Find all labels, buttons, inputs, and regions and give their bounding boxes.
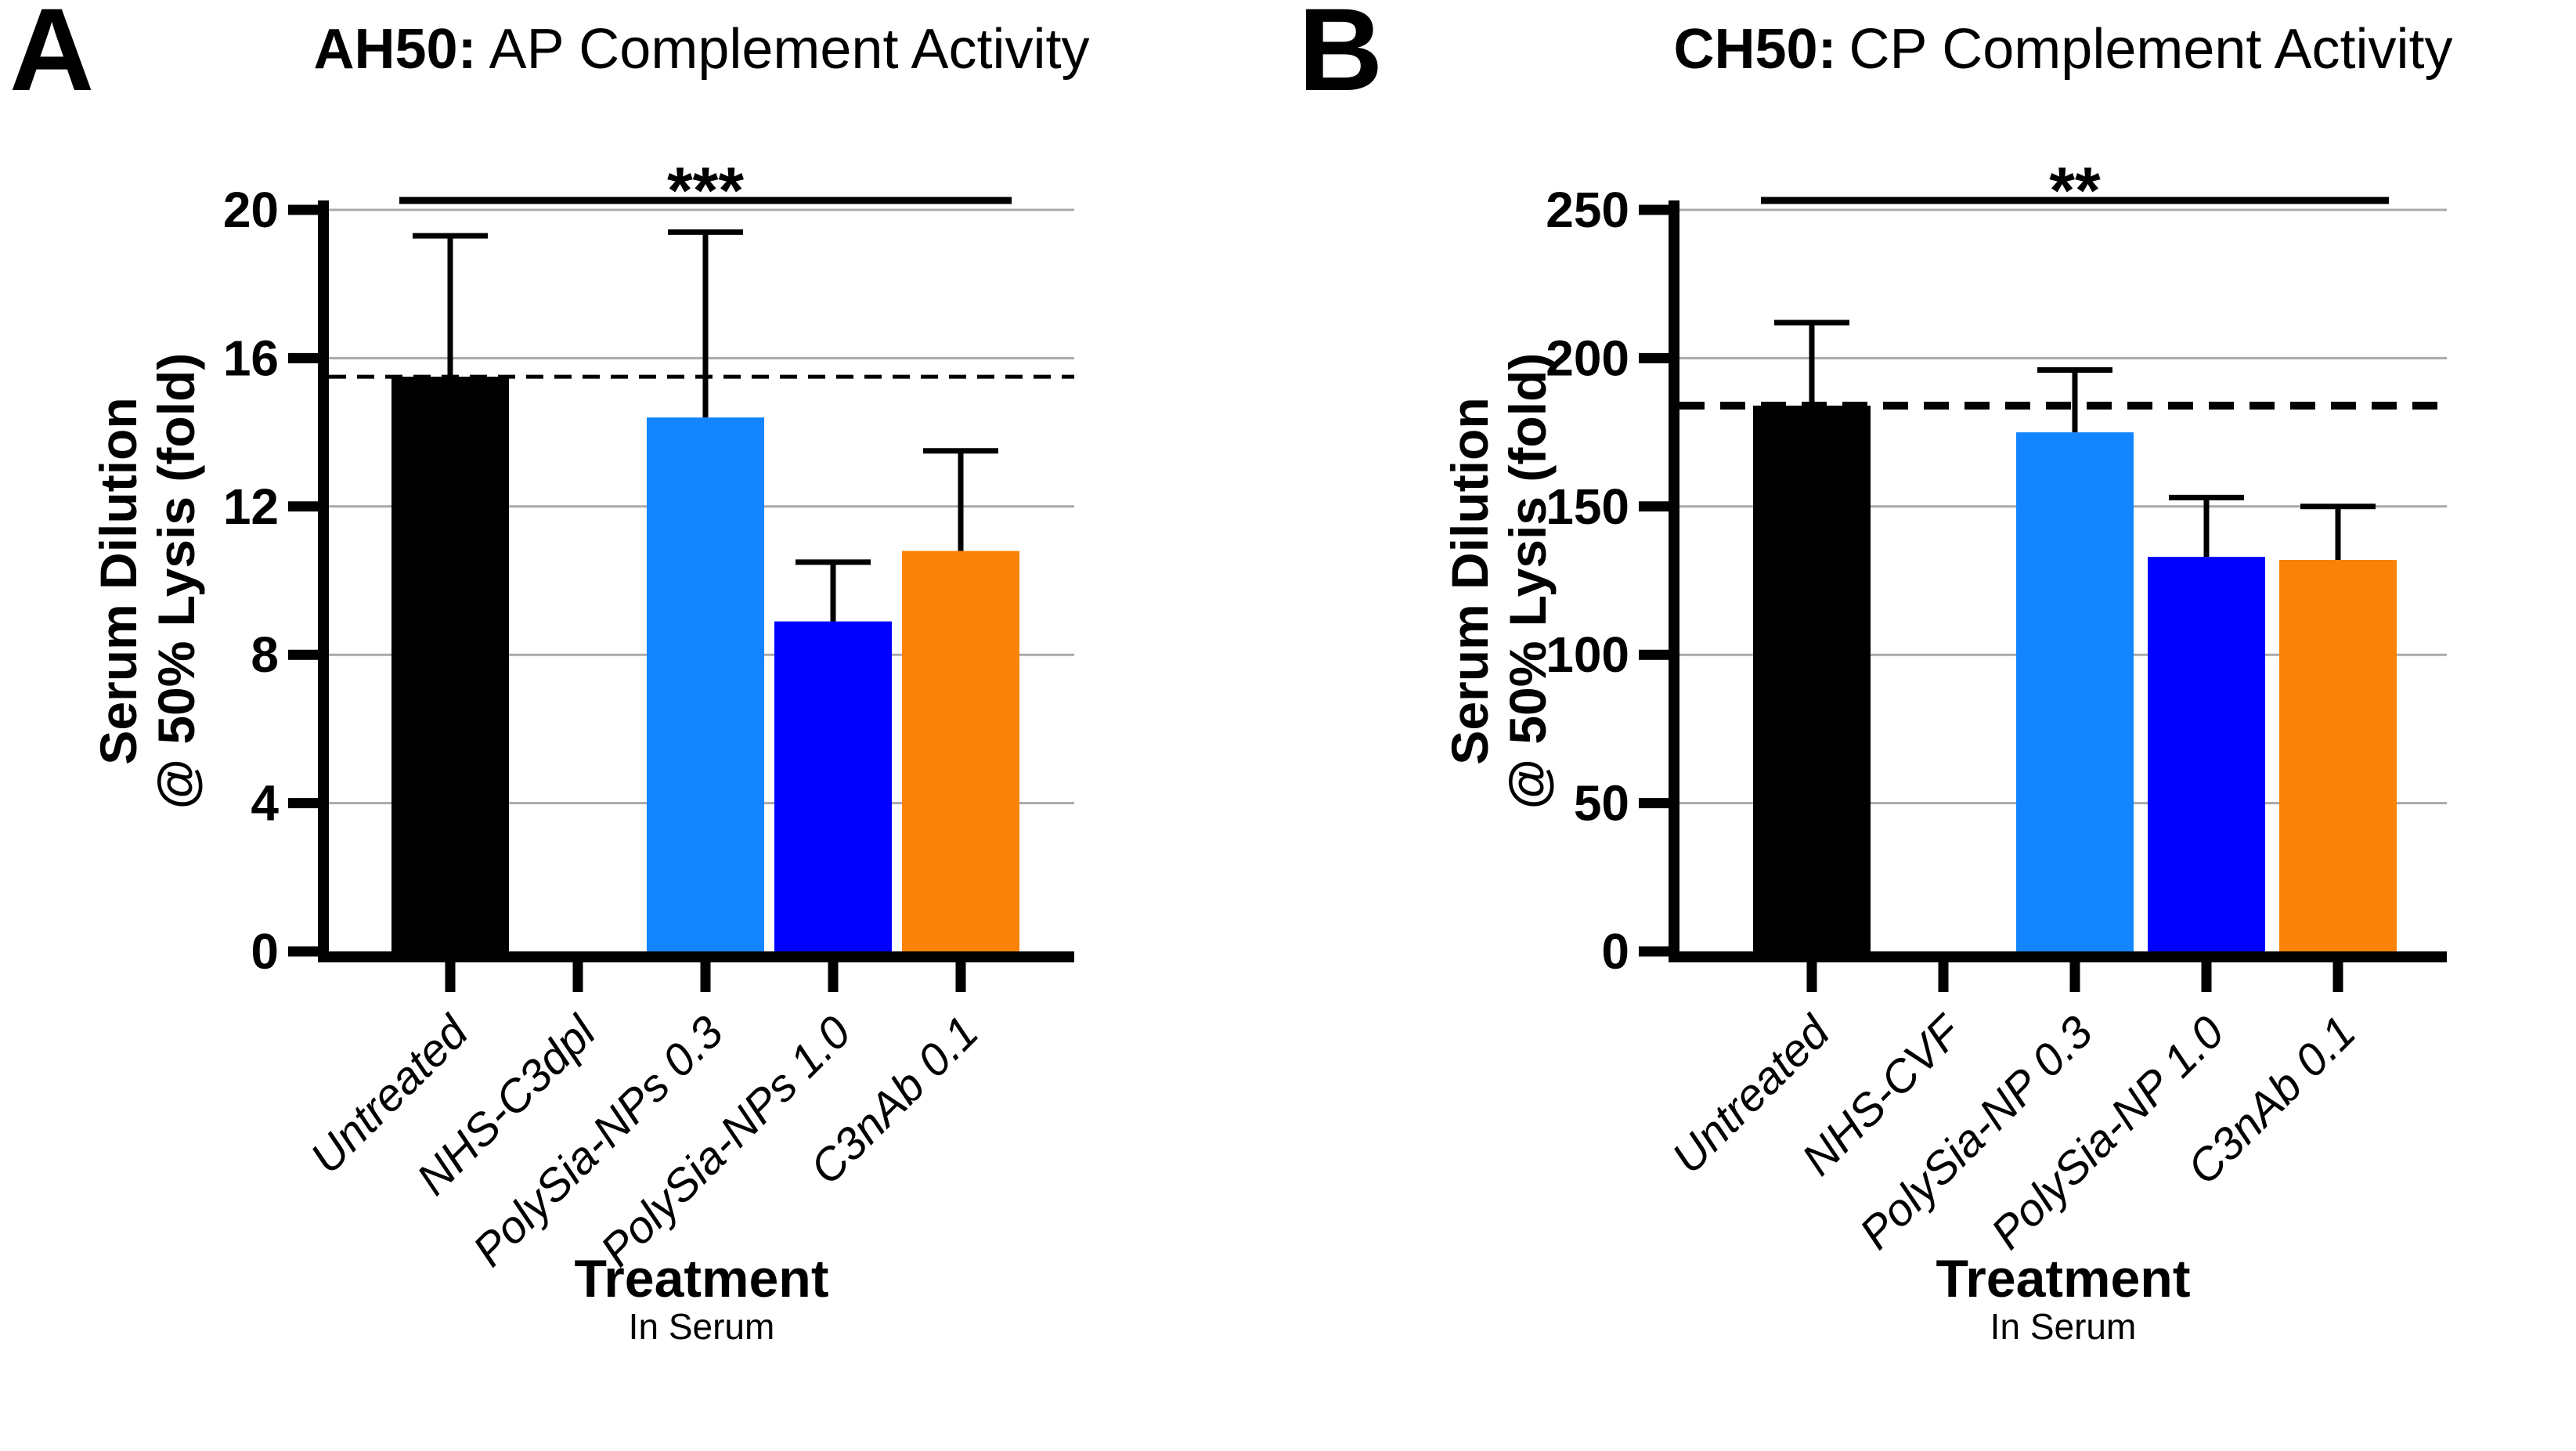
panel-a-x-axis-label: Treatment In Serum <box>310 1251 1093 1347</box>
panel-a-title: AH50: AP Complement Activity <box>114 17 1289 81</box>
panel-b-title-bold: CH50: <box>1673 18 1837 81</box>
panel-b-y-tick-label-0: 0 <box>1601 923 1629 980</box>
panel-b-x-axis-subtitle: In Serum <box>1990 1306 2137 1348</box>
panel-a-bar-c3nab-0-1 <box>902 550 1019 953</box>
panel-a-y-axis-label-line2: @ 50% Lysis (fold) <box>147 352 205 810</box>
panel-b-y-tick-label-50: 50 <box>1574 775 1629 832</box>
panel-a-x-axis-title: Treatment <box>574 1249 829 1308</box>
panel-a-title-bold: AH50: <box>313 18 477 81</box>
panel-b-significance-stars: ** <box>2049 153 2101 227</box>
panel-a-x-axis-subtitle: In Serum <box>628 1306 775 1348</box>
panel-b-bar-untreated <box>1753 406 1871 953</box>
panel-b-y-axis-label-line2: @ 50% Lysis (fold) <box>1499 352 1557 810</box>
panel-b-x-category-label-polysia-np-1-0: PolySia-NP 1.0 <box>1982 1006 2235 1259</box>
panel-a-significance-stars: *** <box>667 153 744 227</box>
panel-b-y-tick-label-200: 200 <box>1546 330 1629 386</box>
panel-a-bar-polysia-nps-1-0 <box>774 621 892 953</box>
panel-a-y-tick-label-16: 16 <box>223 330 279 386</box>
panel-letter-a: A <box>9 0 95 115</box>
panel-a-y-axis-label-line1: Serum Dilution <box>89 397 147 765</box>
panel-b-bar-polysia-np-1-0 <box>2148 557 2265 953</box>
panel-b-title-rest: CP Complement Activity <box>1849 18 2453 81</box>
panel-b-x-axis-label: Treatment In Serum <box>1672 1251 2455 1347</box>
panel-b-bar-c3nab-0-1 <box>2279 559 2397 953</box>
panel-b-x-axis-title: Treatment <box>1936 1249 2191 1308</box>
panel-a-y-tick-label-12: 12 <box>223 478 279 535</box>
panel-b-y-axis-label: Serum Dilution @ 50% Lysis (fold) <box>1441 209 1558 953</box>
panel-letter-b: B <box>1298 0 1384 115</box>
panel-b-y-tick-label-150: 150 <box>1546 478 1629 535</box>
panel-b-y-tick-label-250: 250 <box>1546 182 1629 238</box>
panel-b-title: CH50: CP Complement Activity <box>1476 17 2576 81</box>
panel-a-y-tick-label-4: 4 <box>251 775 279 832</box>
panel-b-x-category-label-polysia-np-0-3: PolySia-NP 0.3 <box>1850 1006 2103 1259</box>
panel-a-bar-polysia-nps-0-3 <box>647 417 764 953</box>
panel-a-y-tick-label-0: 0 <box>251 923 279 980</box>
panel-b-y-axis-label-line1: Serum Dilution <box>1441 397 1499 765</box>
panel-b-y-tick-label-100: 100 <box>1546 626 1629 683</box>
panel-a-bar-untreated <box>391 377 509 953</box>
panel-a-y-axis-label: Serum Dilution @ 50% Lysis (fold) <box>89 209 207 953</box>
panel-a-title-rest: AP Complement Activity <box>489 18 1090 81</box>
panel-a-y-tick-label-8: 8 <box>251 626 279 683</box>
panel-a-y-tick-label-20: 20 <box>223 182 279 238</box>
panel-b-bar-polysia-np-0-3 <box>2016 432 2134 953</box>
